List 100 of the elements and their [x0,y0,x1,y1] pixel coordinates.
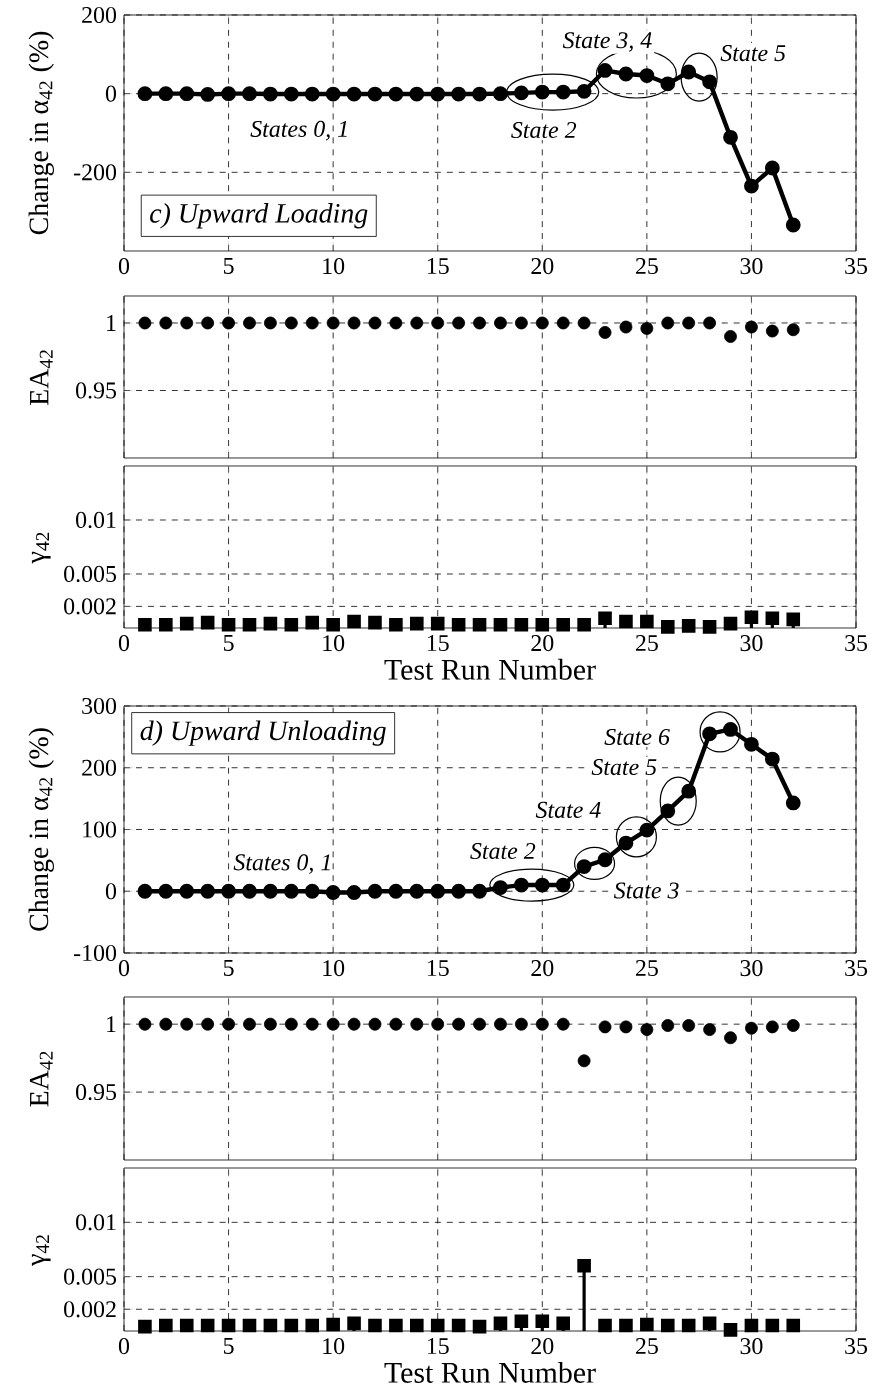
point [472,883,487,899]
annotation: States 0, 1 [250,120,347,141]
point [180,316,194,330]
y-axis-title: γ$_{42}$ [31,532,51,564]
point [452,1017,466,1031]
point [473,1017,486,1031]
point [682,1019,696,1032]
point [785,217,801,233]
point [514,1314,529,1329]
point [534,877,550,893]
y-tick-label: 0.002 [64,1301,116,1318]
point [451,883,467,899]
point [284,1318,299,1333]
x-tick-label: 25 [635,1338,658,1355]
x-tick-label: 10 [323,1338,345,1355]
point [200,1318,215,1333]
point [682,316,696,330]
y-axis-title: Change in α$_{42}$ (%) [28,31,54,235]
point [535,316,549,330]
point [347,614,361,629]
x-tick-label: 30 [740,635,763,652]
y-axis-title: γ$_{42}$ [31,1235,51,1266]
point [744,610,759,624]
point [263,1318,278,1333]
point [451,86,467,102]
y-tick-label: 0.01 [76,1214,116,1231]
point [326,617,340,632]
point [305,1318,320,1333]
annotation: State 5 [591,759,657,776]
point [159,1318,173,1333]
point [577,316,591,330]
point [305,316,319,330]
x-tick-label: 0 [118,258,130,275]
point [158,883,174,899]
point [305,1017,319,1031]
text: c) Upward Loading [150,203,368,229]
point [368,1318,382,1333]
point [326,316,340,330]
point [451,617,466,632]
point [388,86,404,102]
point [661,316,675,330]
point [200,883,216,899]
point [159,316,173,330]
point [681,1318,696,1333]
point [556,1017,570,1031]
x-tick-label: 25 [635,635,658,652]
y-tick-label: 0.005 [64,1268,117,1285]
point [200,615,215,630]
y-tick-label: 200 [82,759,117,776]
point [325,885,341,900]
x-tick-label: 15 [427,258,449,275]
x-tick-label: 35 [845,960,868,977]
point [304,883,320,899]
point [681,619,696,633]
point [765,1318,780,1333]
point [723,1323,738,1337]
point [138,617,152,632]
point [263,86,278,102]
point [765,324,779,338]
point [640,614,654,629]
point [388,883,404,899]
x-axis-title: Test Run Number [384,658,596,680]
y-tick-label: 0.95 [76,1083,117,1101]
point [681,783,697,799]
point [368,316,382,330]
x-tick-label: 20 [531,1338,554,1355]
x-tick-label: 5 [223,1338,234,1354]
x-tick-label: 15 [427,960,449,977]
point [264,1017,277,1031]
point [221,617,236,632]
point [326,1317,340,1332]
x-tick-label: 20 [531,258,554,275]
point [367,883,383,899]
point [493,86,508,102]
point [703,1023,716,1036]
x-tick-label: 30 [740,258,763,275]
point [535,617,550,632]
point [472,617,487,632]
point [723,722,738,737]
point [577,617,591,632]
point [598,326,612,339]
x-tick-label: 5 [223,635,234,651]
point [493,1316,508,1331]
x-tick-label: 30 [740,1338,763,1355]
point [556,316,570,330]
point [577,1054,591,1068]
y-tick-label: 1 [107,1016,116,1033]
point [346,86,362,102]
y-tick-label: 200 [82,6,117,24]
x-tick-label: 30 [740,960,763,977]
point [305,615,320,630]
point [242,883,257,899]
point [222,316,235,330]
y-tick-label: -200 [74,164,117,181]
x-tick-label: 20 [531,635,554,652]
point [347,316,361,330]
point [640,1317,654,1332]
point [473,316,486,330]
point [765,1020,779,1034]
point [325,86,341,102]
